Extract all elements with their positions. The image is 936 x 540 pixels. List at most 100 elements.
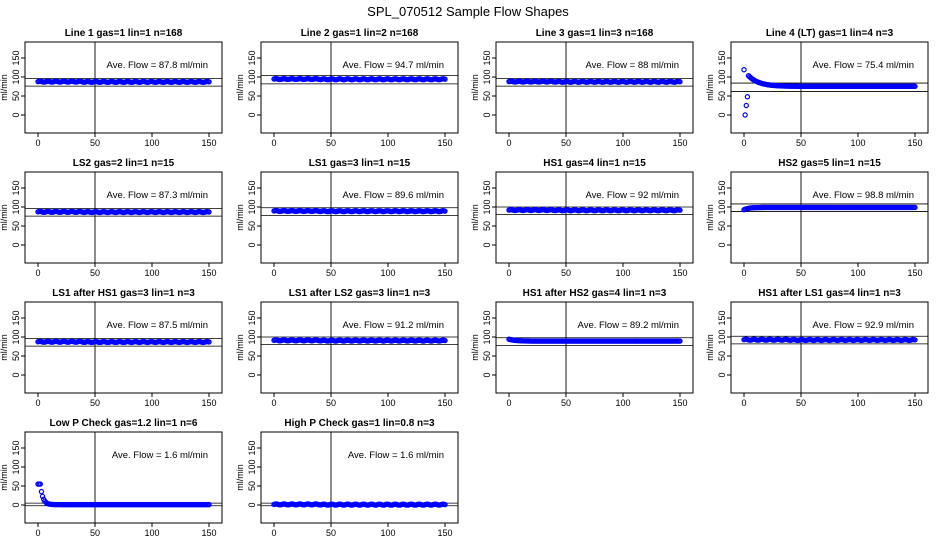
x-tick-label: 150 (672, 268, 687, 278)
average-flow-annotation: Ave. Flow = 89.6 ml/min (343, 190, 444, 201)
x-tick-label: 100 (615, 268, 630, 278)
data-point (206, 339, 212, 345)
average-flow-annotation: Ave. Flow = 1.6 ml/min (348, 450, 444, 461)
x-tick-label: 0 (35, 398, 40, 408)
x-tick-label: 100 (144, 268, 159, 278)
x-tick-label: 0 (271, 398, 276, 408)
data-point (912, 337, 918, 343)
plot-frame (24, 431, 223, 524)
data-point (206, 79, 212, 85)
data-points (35, 481, 212, 508)
data-point (206, 501, 212, 508)
x-tick-label: 50 (326, 398, 336, 408)
y-tick-label: 150 (11, 440, 21, 455)
plot-frame (260, 431, 459, 524)
y-tick-label: 150 (482, 180, 492, 195)
x-tick-label: 0 (35, 528, 40, 538)
panel-14: High P Check gas=1 lin=0.8 n=3 Ave. Flow … (235, 418, 459, 538)
panel-title: Line 4 (LT) gas=1 lin=4 n=3 (766, 28, 894, 39)
y-tick-label: 0 (11, 242, 21, 247)
x-tick-label: 150 (201, 398, 216, 408)
plot-frame (495, 301, 694, 394)
average-flow-annotation: Ave. Flow = 94.7 ml/min (343, 60, 444, 71)
panel-12: HS1 after LS1 gas=4 lin=1 n=3 Ave. Flow =… (705, 288, 929, 408)
y-tick-label: 100 (717, 69, 727, 84)
y-tick-label: 0 (11, 372, 21, 377)
y-tick-label: 0 (717, 242, 727, 247)
y-tick-label: 100 (482, 199, 492, 214)
data-points (741, 204, 918, 213)
data-points (271, 207, 448, 215)
y-tick-label: 150 (717, 50, 727, 65)
y-axis-label: ml/min (705, 204, 715, 231)
panel-5: LS2 gas=2 lin=1 n=15 Ave. Flow = 87.3 ml/… (0, 158, 223, 278)
average-flow-annotation: Ave. Flow = 91.2 ml/min (343, 320, 444, 331)
y-axis-label: ml/min (0, 204, 9, 231)
x-tick-label: 50 (90, 138, 100, 148)
panel-grid: Line 1 gas=1 lin=1 n=168 Ave. Flow = 87.8… (0, 28, 929, 538)
data-points (506, 78, 683, 85)
data-point (37, 481, 43, 487)
y-axis-label: ml/min (235, 204, 245, 231)
average-flow-annotation: Ave. Flow = 87.8 ml/min (107, 60, 208, 71)
x-tick-label: 50 (796, 398, 806, 408)
y-tick-label: 0 (717, 112, 727, 117)
panel-7: HS1 gas=4 lin=1 n=15 Ave. Flow = 92 ml/mi… (470, 158, 694, 278)
panel-title: HS1 after LS1 gas=4 lin=1 n=3 (758, 288, 901, 299)
x-tick-label: 150 (907, 138, 922, 148)
panel-title: Line 2 gas=1 lin=2 n=168 (301, 28, 419, 39)
x-tick-label: 0 (271, 268, 276, 278)
data-points (741, 67, 918, 118)
x-tick-label: 100 (144, 528, 159, 538)
plot-frame (24, 41, 223, 134)
y-axis-label: ml/min (0, 74, 9, 101)
y-tick-label: 0 (717, 372, 727, 377)
x-tick-label: 50 (796, 268, 806, 278)
y-axis-label: ml/min (470, 74, 480, 101)
data-point (912, 204, 918, 211)
average-flow-annotation: Ave. Flow = 98.8 ml/min (813, 190, 914, 201)
panel-8: HS2 gas=5 lin=1 n=15 Ave. Flow = 98.8 ml/… (705, 158, 929, 278)
y-tick-label: 50 (717, 91, 727, 101)
data-point (442, 76, 448, 82)
x-tick-label: 150 (201, 138, 216, 148)
y-tick-label: 100 (11, 459, 21, 474)
y-tick-label: 150 (717, 310, 727, 325)
y-axis-label: ml/min (705, 334, 715, 361)
x-tick-label: 150 (201, 268, 216, 278)
y-tick-label: 150 (247, 50, 257, 65)
x-tick-label: 50 (326, 528, 336, 538)
x-tick-label: 150 (907, 398, 922, 408)
x-tick-label: 50 (561, 268, 571, 278)
y-tick-label: 100 (247, 329, 257, 344)
average-flow-annotation: Ave. Flow = 92 ml/min (585, 190, 679, 201)
data-point (677, 207, 683, 213)
x-tick-label: 50 (326, 268, 336, 278)
data-points (506, 206, 683, 214)
y-tick-label: 150 (482, 310, 492, 325)
panel-13: Low P Check gas=1.2 lin=1 n=6 Ave. Flow =… (0, 418, 223, 538)
panel-10: LS1 after LS2 gas=3 lin=1 n=3 Ave. Flow =… (235, 288, 459, 408)
x-tick-label: 150 (672, 138, 687, 148)
y-tick-label: 50 (247, 351, 257, 361)
x-tick-label: 150 (201, 528, 216, 538)
data-points (271, 501, 448, 508)
panel-2: Line 2 gas=1 lin=2 n=168 Ave. Flow = 94.7… (235, 28, 459, 148)
y-tick-label: 0 (482, 112, 492, 117)
x-tick-label: 0 (35, 268, 40, 278)
panel-title: LS1 after LS2 gas=3 lin=1 n=3 (289, 288, 431, 299)
data-point (742, 112, 748, 118)
y-tick-label: 100 (247, 199, 257, 214)
y-tick-label: 100 (482, 69, 492, 84)
y-tick-label: 0 (11, 502, 21, 507)
x-tick-label: 150 (437, 268, 452, 278)
y-tick-label: 50 (11, 91, 21, 101)
y-axis-label: ml/min (235, 74, 245, 101)
data-points (741, 336, 918, 344)
y-tick-label: 150 (11, 50, 21, 65)
y-tick-label: 100 (11, 329, 21, 344)
x-tick-label: 100 (850, 268, 865, 278)
y-tick-label: 50 (247, 481, 257, 491)
y-tick-label: 50 (717, 351, 727, 361)
